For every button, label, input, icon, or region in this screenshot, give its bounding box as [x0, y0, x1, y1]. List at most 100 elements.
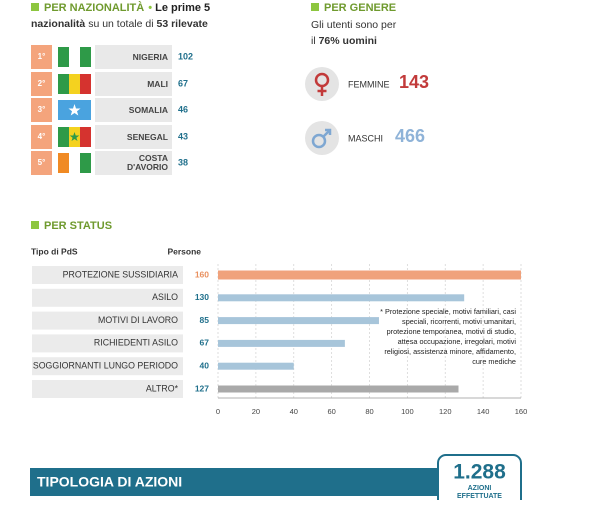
x-tick-label: 160	[515, 407, 528, 416]
category-box	[32, 288, 183, 307]
category-box	[32, 334, 183, 353]
bar	[218, 339, 345, 347]
flag-costa-davorio	[58, 153, 91, 173]
name-wrap: MALI	[147, 78, 168, 89]
name-box	[95, 125, 172, 149]
flag-nigeria	[58, 47, 91, 67]
category-label: MOTIVI DI LAVORO	[98, 315, 178, 325]
category-label: ALTRO*	[146, 383, 179, 393]
rank: 1°	[38, 52, 46, 61]
rank-box	[31, 72, 52, 96]
category-header: Tipo di PdS	[31, 246, 78, 256]
name-wrap: SENEGAL	[100, 125, 168, 149]
country-value: 67	[178, 78, 188, 88]
x-tick-label: 40	[290, 407, 298, 416]
country-name: SENEGAL	[100, 125, 168, 149]
rank: 5°	[38, 158, 46, 167]
rank: 4°	[38, 132, 46, 141]
female-label: FEMMINE	[348, 79, 390, 89]
section-marker	[31, 221, 39, 229]
male-icon-bg	[305, 121, 339, 155]
category-label: SOGGIORNANTI LUNGO PERIODO	[33, 361, 178, 371]
country-value: 46	[178, 104, 188, 114]
female-icon	[314, 72, 330, 96]
gender-text-part: 76% uomini	[319, 35, 377, 47]
separator: •	[148, 2, 152, 14]
male-icon	[311, 128, 332, 149]
value-label: 67	[200, 338, 210, 348]
x-tick-label: 100	[401, 407, 414, 416]
country-name-text: NIGERIA	[132, 51, 168, 62]
x-tick-label: 0	[216, 407, 220, 416]
title-text: PER NAZIONALITÀ	[44, 1, 144, 14]
category-box	[32, 266, 183, 284]
country-value: 102	[178, 51, 193, 61]
country-name-text: SOMALIA	[128, 104, 168, 115]
badge-label: AZIONI EFFETTUATE	[457, 485, 502, 500]
value-label: 130	[195, 292, 209, 302]
country-value: 43	[178, 131, 188, 141]
name-box	[95, 98, 172, 122]
country-name: NIGERIA	[100, 45, 168, 69]
name-wrap: SOMALIA	[100, 98, 168, 122]
x-tick-label: 120	[439, 407, 452, 416]
status-chart: 0 20 40 60 80 100 120 140 160 PROTEZIONE SUSSIDIA…	[32, 264, 527, 416]
flag-somalia	[58, 100, 91, 120]
badge-label-wrap: AZIONI EFFETTUATE	[457, 485, 502, 500]
rank: 3°	[38, 105, 46, 114]
rank-box	[31, 98, 52, 122]
gender-text: il 76% uomini	[311, 35, 377, 47]
ranking: 1° NIGERIA 102 2° MALI 67 3° SOMALIA 46 4° SENEGAL…	[31, 45, 193, 175]
x-tick-label: 140	[477, 407, 490, 416]
category-label: ASILO	[152, 292, 178, 302]
banner-title: TIPOLOGIA DI AZIONI	[37, 474, 182, 490]
name-box	[95, 45, 172, 69]
category-box	[32, 380, 183, 398]
value-header: Persone	[167, 246, 201, 256]
country-name-text: COSTA D'AVORIO	[126, 153, 168, 172]
bar	[218, 294, 465, 302]
rank: 2°	[38, 79, 46, 88]
name-wrap: COSTA D'AVORIO	[100, 151, 168, 175]
name-box	[95, 72, 172, 96]
country-value: 38	[178, 157, 188, 167]
rank-box	[31, 151, 52, 175]
category-label: PROTEZIONE SUSSIDIARIA	[63, 269, 178, 279]
bar	[218, 362, 294, 370]
gender-text-part: il	[311, 35, 316, 47]
country-name: COSTA D'AVORIO	[100, 151, 168, 175]
rank-box	[31, 125, 52, 149]
section-marker	[311, 3, 319, 11]
rank-box	[31, 45, 52, 69]
category-label: RICHIEDENTI ASILO	[94, 338, 178, 348]
chart-title: PER STATUS	[44, 220, 112, 232]
female-value: 143	[399, 72, 429, 92]
x-tick-label: 20	[252, 407, 260, 416]
female-icon-bg	[305, 67, 339, 101]
gender-text: Gli utenti sono per	[311, 19, 397, 31]
x-tick-label: 80	[365, 407, 373, 416]
category-box	[32, 357, 183, 376]
subtitle-part: 53 rilevate	[157, 18, 209, 30]
value-label: 127	[195, 383, 209, 393]
section-title: PER GENERE	[324, 2, 396, 14]
subtitle: nazionalità su un totale di 53 rilevate	[31, 18, 208, 30]
category-box	[32, 311, 183, 330]
bar	[218, 385, 459, 393]
flag-mali	[58, 74, 91, 94]
section-marker	[31, 3, 39, 11]
badge	[437, 454, 522, 505]
flag-senegal	[58, 127, 91, 147]
value-label: 85	[200, 315, 210, 325]
value-label: 40	[200, 360, 210, 370]
name-box	[95, 151, 172, 175]
bar	[218, 270, 521, 280]
value-label: 160	[195, 269, 209, 279]
country-name: SOMALIA	[100, 98, 168, 122]
subtitle-part: su un totale di	[88, 18, 153, 30]
bar	[218, 317, 379, 325]
country-name-text: MALI	[147, 78, 168, 89]
badge-value: 1.288	[453, 461, 506, 484]
